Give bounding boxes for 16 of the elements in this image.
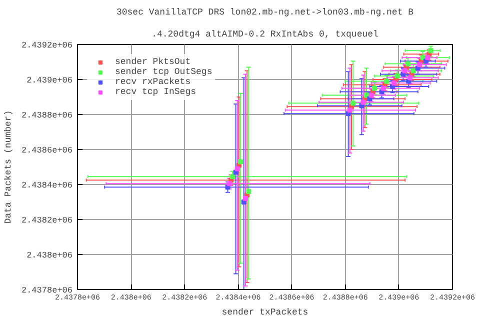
legend-label: sender PktsOut [115,57,191,67]
legend-label: sender tcp OutSegs [115,67,212,77]
y-tick-label: 2.438e+06 [26,250,73,260]
legend-label: recv rxPackets [115,77,191,87]
y-tick-label: 2.4384e+06 [21,180,73,190]
y-tick-label: 2.4386e+06 [21,146,73,156]
x-axis-title: sender txPackets [222,308,308,318]
y-tick-label: 2.4388e+06 [21,110,73,120]
chart-title: 30sec VanillaTCP DRS lon02.mb-ng.net->lon03.mb-ng.net B [116,8,414,18]
y-axis-title: Data Packets (number) [3,110,14,224]
y-tick-label: 2.439e+06 [26,76,73,86]
chart-subtitle: .4.20dtg4 altAIMD-0.2 RxIntAbs 0, txqueuel [152,30,378,40]
y-tick-label: 2.4382e+06 [21,216,73,226]
y-tick-label: 2.4378e+06 [21,286,73,296]
y-tick-label: 2.4392e+06 [21,40,73,50]
legend-label: recv tcp InSegs [115,87,196,97]
